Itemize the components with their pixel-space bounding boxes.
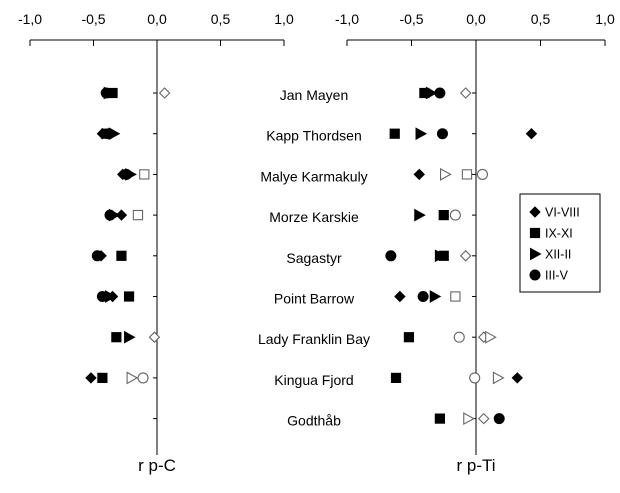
x-tick-label: -0,5: [81, 11, 105, 27]
legend-marker-xii-ii: [530, 247, 542, 261]
legend-marker-ix-xi: [529, 227, 541, 239]
x-tick-label: -1,0: [335, 11, 359, 27]
point-sagastyr-iii-v: [91, 250, 103, 262]
x-tick-label: 0,5: [531, 11, 551, 27]
x-tick-label: 0,0: [466, 11, 486, 27]
panel-r-p-c: -1,0 -0,5 0,0 0,5 1,0 r p-C: [18, 11, 294, 475]
legend-marker-vi-viii: [529, 206, 541, 218]
point-kingua-fjord-xii-ii: [126, 371, 139, 385]
point-kingua-fjord-iii-v: [469, 372, 481, 384]
point-godth-b-vi-viii: [477, 412, 490, 425]
x-tick-label: 0,0: [147, 11, 167, 27]
point-lady-franklin-bay-ix-xi: [403, 332, 415, 343]
point-point-barrow-iii-v: [417, 291, 429, 302]
point-kapp-thordsen-xii-ii: [415, 127, 428, 141]
point-lady-franklin-bay-vi-viii: [148, 331, 161, 343]
point-morze-karskie-ix-xi: [132, 209, 144, 221]
point-sagastyr-ix-xi: [116, 250, 127, 261]
legend-label-xii-ii: XII-II: [545, 248, 571, 262]
point-kapp-thordsen-vi-viii: [525, 127, 538, 140]
legend: VI-VIII IX-XI XII-II III-V: [519, 193, 601, 293]
point-kapp-thordsen-iii-v: [436, 128, 448, 140]
point-sagastyr-vi-viii: [459, 250, 472, 262]
axis-title-r-p-ti: r p-Ti: [456, 456, 495, 475]
point-sagastyr-iii-v: [385, 250, 397, 262]
point-point-barrow-xii-ii: [429, 290, 442, 303]
station-label-kingua-fjord: Kingua Fjord: [274, 372, 353, 388]
point-point-barrow-vi-viii: [394, 290, 406, 303]
point-malye-karmakuly-iii-v: [121, 168, 133, 180]
axis-title-r-p-c: r p-C: [138, 456, 176, 475]
station-label-point-barrow: Point Barrow: [274, 291, 355, 307]
legend-label-vi-viii: VI-VIII: [545, 206, 580, 220]
station-label-godth-b: Godthåb: [287, 413, 341, 429]
station-label-sagastyr: Sagastyr: [286, 250, 342, 266]
point-lady-franklin-bay-xii-ii: [124, 330, 136, 344]
station-label-jan-mayen: Jan Mayen: [280, 87, 348, 103]
station-label-lady-franklin-bay: Lady Franklin Bay: [258, 331, 370, 347]
station-label-kapp-thordsen: Kapp Thordsen: [266, 128, 361, 144]
point-kapp-thordsen-ix-xi: [389, 128, 400, 139]
point-kingua-fjord-vi-viii: [511, 372, 523, 384]
point-kingua-fjord-vi-viii: [85, 372, 97, 384]
panel-r-p-ti: -1,0 -0,5 0,0 0,5 1,0 r p-Ti: [335, 11, 615, 475]
point-kingua-fjord-iii-v: [137, 372, 149, 384]
point-godth-b-xii-ii: [463, 412, 475, 426]
point-lady-franklin-bay-iii-v: [453, 331, 465, 343]
point-point-barrow-iii-v: [96, 291, 108, 302]
point-lady-franklin-bay-ix-xi: [111, 332, 122, 343]
x-tick-label: 1,0: [274, 11, 294, 27]
point-morze-karskie-vi-viii: [115, 209, 128, 221]
station-labels: Jan Mayen Kapp Thordsen Malye Karmakuly Mor…: [258, 87, 370, 429]
x-tick-label: 1,0: [595, 11, 615, 27]
point-kapp-thordsen-iii-v: [103, 128, 115, 140]
point-morze-karskie-iii-v: [449, 209, 461, 221]
point-malye-karmakuly-ix-xi: [461, 169, 473, 180]
x-tick-label: -1,0: [18, 11, 42, 27]
point-jan-mayen-iii-v: [434, 87, 446, 99]
station-label-morze-karskie: Morze Karskie: [269, 209, 359, 225]
x-tick-label: -0,5: [399, 11, 423, 27]
point-malye-karmakuly-iii-v: [476, 168, 489, 180]
point-kingua-fjord-xii-ii: [492, 371, 505, 385]
point-malye-karmakuly-ix-xi: [139, 169, 150, 180]
point-morze-karskie-ix-xi: [438, 210, 449, 221]
point-godth-b-ix-xi: [434, 413, 445, 424]
point-kingua-fjord-ix-xi: [390, 372, 402, 383]
legend-label-ix-xi: IX-XI: [545, 227, 573, 241]
point-malye-karmakuly-xii-ii: [439, 167, 452, 181]
x-tick-label: 0,5: [211, 11, 231, 27]
legend-label-iii-v: III-V: [545, 269, 569, 283]
point-morze-karskie-iii-v: [104, 209, 116, 221]
point-sagastyr-xii-ii: [434, 249, 447, 263]
point-jan-mayen-iii-v: [100, 87, 112, 99]
point-jan-mayen-xii-ii: [425, 86, 438, 100]
point-point-barrow-ix-xi: [123, 291, 135, 302]
legend-marker-iii-v: [529, 269, 541, 281]
point-malye-karmakuly-vi-viii: [413, 168, 425, 181]
point-jan-mayen-vi-viii: [158, 87, 171, 99]
point-lady-franklin-bay-xii-ii: [485, 330, 497, 344]
point-jan-mayen-vi-viii: [459, 87, 472, 99]
point-point-barrow-ix-xi: [450, 291, 461, 302]
station-label-malye-karmakuly: Malye Karmakuly: [260, 168, 367, 184]
point-morze-karskie-xii-ii: [414, 208, 426, 222]
point-kingua-fjord-ix-xi: [97, 372, 108, 383]
point-godth-b-iii-v: [493, 413, 505, 425]
